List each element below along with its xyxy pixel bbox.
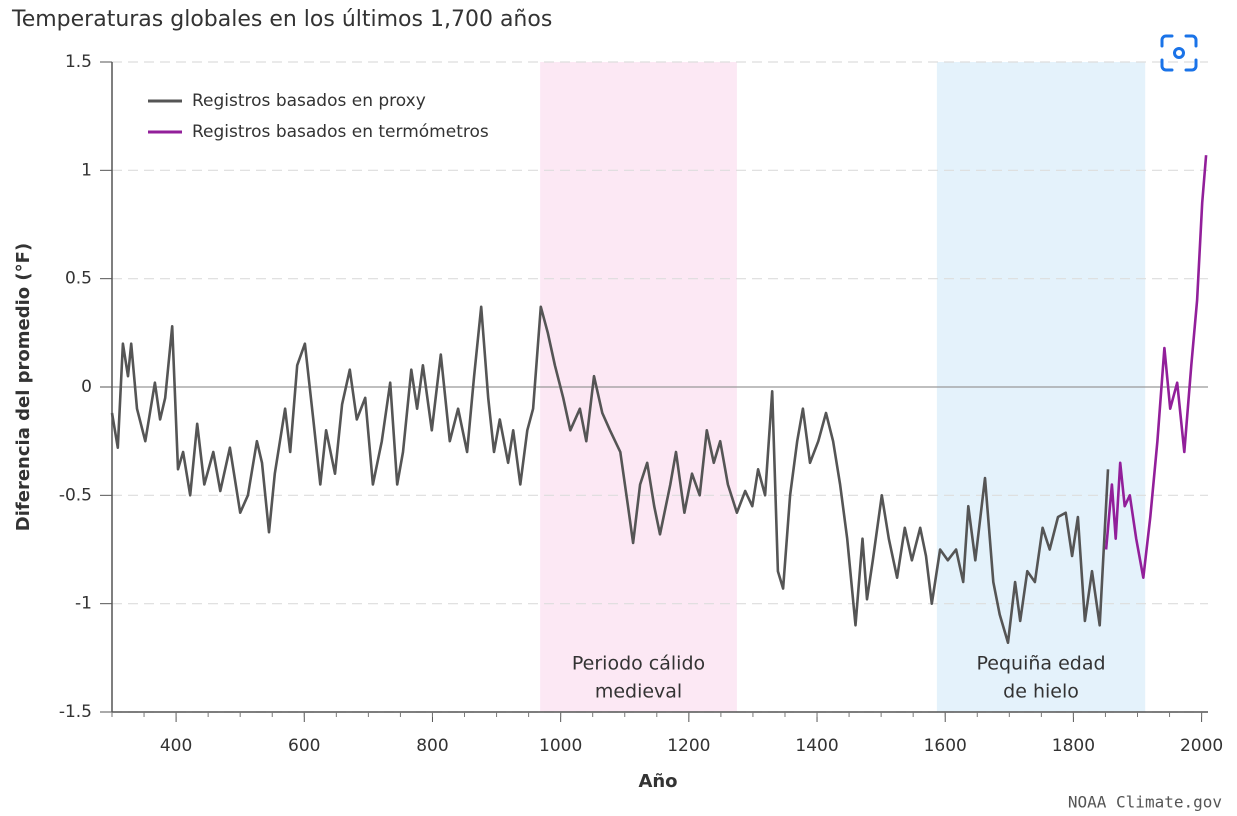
y-tick-label: 0.5	[65, 269, 92, 289]
x-tick-label: 400	[160, 736, 192, 756]
y-tick-label: -0.5	[59, 485, 92, 505]
region-label: medieval	[595, 681, 682, 703]
icon-corner	[1184, 34, 1198, 48]
icon-corner	[1160, 58, 1174, 72]
x-tick-label: 800	[416, 736, 448, 756]
icon-corner	[1160, 34, 1174, 48]
y-tick-label: 1	[81, 160, 92, 180]
screenshot-icon[interactable]	[1160, 34, 1198, 72]
chart-title: Temperaturas globales en los últimos 1,7…	[11, 7, 552, 32]
legend-label: Registros basados en proxy	[192, 91, 426, 111]
region-label: Periodo cálido	[572, 653, 705, 675]
y-tick-label: 0	[81, 377, 92, 397]
y-axis-title: Diferencia del promedio (°F)	[13, 243, 34, 531]
legend-label: Registros basados en termómetros	[192, 122, 489, 142]
region-label: Pequiña edad	[977, 653, 1106, 675]
x-tick-label: 600	[288, 736, 320, 756]
icon-dot	[1173, 47, 1185, 59]
region-label: de hielo	[1003, 681, 1079, 703]
source-credit: NOAA Climate.gov	[1068, 793, 1222, 812]
x-tick-label: 1200	[667, 736, 710, 756]
series-line	[1104, 155, 1208, 579]
y-tick-label: -1.5	[59, 702, 92, 722]
x-tick-label: 1400	[795, 736, 838, 756]
x-tick-label: 2000	[1180, 736, 1223, 756]
y-tick-label: -1	[75, 594, 92, 614]
x-axis-title: Año	[638, 771, 677, 792]
icon-corner	[1184, 58, 1198, 72]
series-line	[110, 305, 1110, 644]
y-tick-label: 1.5	[65, 52, 92, 72]
plot-background	[112, 61, 1208, 713]
x-tick-label: 1000	[539, 736, 582, 756]
x-tick-label: 1600	[924, 736, 967, 756]
x-tick-label: 1800	[1052, 736, 1095, 756]
